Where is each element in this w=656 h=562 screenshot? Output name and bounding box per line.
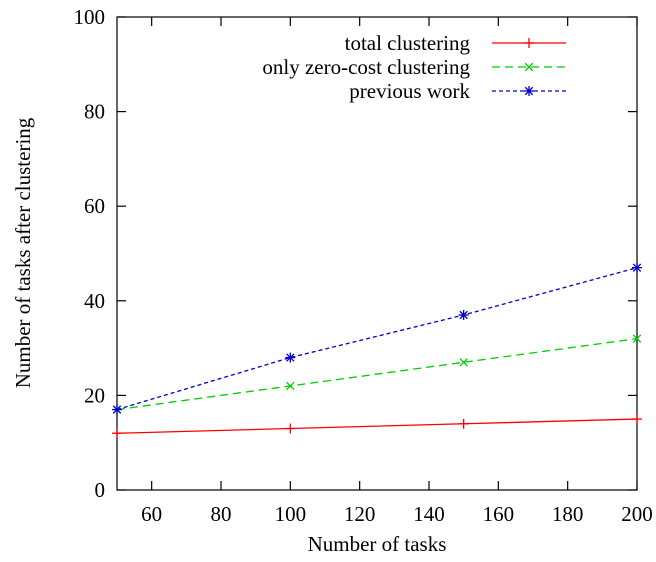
legend-label: previous work	[349, 79, 470, 103]
data-point	[112, 428, 122, 439]
legend-marker	[524, 38, 534, 48]
data-point	[285, 423, 296, 434]
y-tick-label: 40	[84, 289, 105, 313]
series-line-0	[116, 418, 638, 434]
legend-label: total clustering	[345, 31, 471, 55]
x-axis-ticks: 60 80 100 120 140 160 180 200	[141, 17, 653, 526]
x-tick-label: 100	[275, 502, 307, 526]
plot-frame	[116, 16, 638, 491]
series-line-1	[116, 337, 638, 411]
data-point	[112, 404, 122, 415]
data-point	[459, 358, 468, 367]
legend-marker	[524, 86, 534, 96]
data-point	[632, 334, 642, 343]
y-tick-label: 80	[84, 100, 105, 124]
x-tick-label: 160	[483, 502, 515, 526]
data-point	[286, 381, 295, 391]
data-point	[632, 414, 642, 425]
legend-marker	[524, 62, 534, 72]
x-tick-label: 80	[211, 502, 232, 526]
x-axis-label: Number of tasks	[308, 532, 447, 556]
x-tick-label: 200	[621, 502, 653, 526]
y-tick-label: 20	[84, 383, 105, 407]
data-point	[458, 309, 469, 320]
series-line-2	[116, 267, 638, 411]
x-tick-label: 180	[552, 502, 584, 526]
y-tick-label: 60	[84, 194, 105, 218]
data-point	[632, 262, 642, 273]
series-layer	[112, 262, 642, 439]
x-tick-label: 140	[413, 502, 445, 526]
x-tick-label: 60	[141, 502, 162, 526]
y-tick-label: 100	[74, 5, 106, 29]
y-axis-label: Number of tasks after clustering	[11, 117, 35, 388]
legend-label: only zero-cost clustering	[262, 55, 470, 79]
y-tick-label: 0	[95, 478, 106, 502]
y-axis-ticks: 0 20 40 60 80 100	[74, 5, 637, 502]
x-tick-label: 120	[344, 502, 376, 526]
data-point	[458, 418, 469, 429]
data-point	[285, 352, 296, 363]
